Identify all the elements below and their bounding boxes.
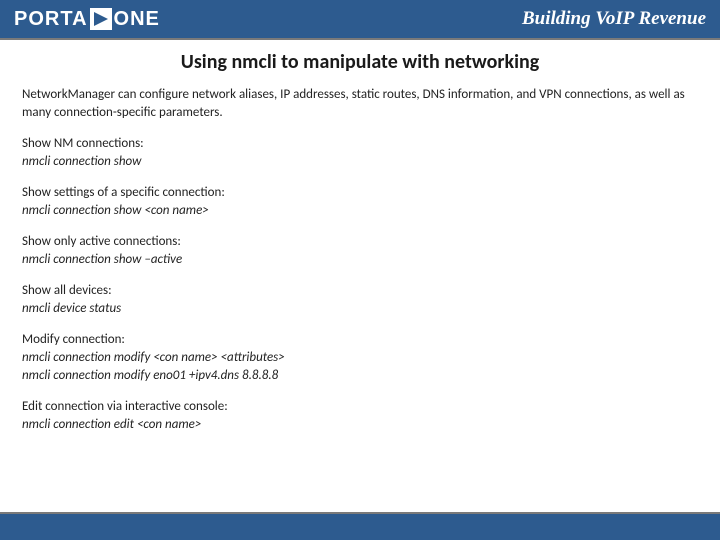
logo-text-left: PORTA: [14, 8, 88, 31]
section-label: Edit connection via interactive console:: [22, 398, 698, 416]
command-text: nmcli connection show <con name>: [22, 202, 698, 220]
command-text: nmcli connection modify <con name> <attr…: [22, 349, 698, 367]
command-text: nmcli device status: [22, 300, 698, 318]
section-block: Show all devices: nmcli device status: [22, 282, 698, 317]
logo: PORTA ONE: [14, 8, 160, 31]
title-wrap: Using nmcli to manipulate with networkin…: [0, 40, 720, 80]
footer-bar: [0, 512, 720, 540]
section-block: Show settings of a specific connection: …: [22, 184, 698, 219]
tagline: Building VoIP Revenue: [522, 8, 706, 30]
command-text: nmcli connection edit <con name>: [22, 416, 698, 434]
section-block: Modify connection: nmcli connection modi…: [22, 331, 698, 384]
page-title: Using nmcli to manipulate with networkin…: [0, 50, 720, 74]
logo-text-right: ONE: [114, 8, 160, 31]
section-label: Show all devices:: [22, 282, 698, 300]
section-label: Show only active connections:: [22, 233, 698, 251]
section-block: Edit connection via interactive console:…: [22, 398, 698, 433]
logo-arrow-icon: [90, 8, 112, 30]
header-bar: PORTA ONE Building VoIP Revenue: [0, 0, 720, 38]
slide: PORTA ONE Building VoIP Revenue Using nm…: [0, 0, 720, 540]
command-text: nmcli connection show: [22, 153, 698, 171]
content-area: NetworkManager can configure network ali…: [0, 80, 720, 512]
intro-paragraph: NetworkManager can configure network ali…: [22, 86, 698, 121]
command-text: nmcli connection modify eno01 +ipv4.dns …: [22, 367, 698, 385]
section-block: Show only active connections: nmcli conn…: [22, 233, 698, 268]
section-label: Show NM connections:: [22, 135, 698, 153]
section-block: Show NM connections: nmcli connection sh…: [22, 135, 698, 170]
section-label: Show settings of a specific connection:: [22, 184, 698, 202]
command-text: nmcli connection show –active: [22, 251, 698, 269]
section-label: Modify connection:: [22, 331, 698, 349]
